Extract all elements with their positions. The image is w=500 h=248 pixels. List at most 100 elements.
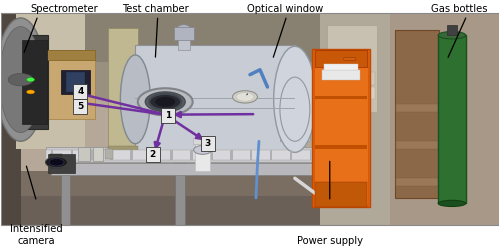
FancyBboxPatch shape — [310, 150, 312, 160]
Text: Spectrometer: Spectrometer — [30, 4, 98, 14]
Circle shape — [49, 158, 64, 166]
FancyBboxPatch shape — [330, 150, 332, 160]
FancyBboxPatch shape — [0, 13, 500, 99]
FancyBboxPatch shape — [330, 72, 374, 85]
FancyBboxPatch shape — [66, 72, 86, 92]
FancyBboxPatch shape — [330, 87, 374, 99]
Ellipse shape — [0, 18, 46, 141]
FancyBboxPatch shape — [396, 104, 438, 112]
FancyBboxPatch shape — [93, 147, 103, 161]
FancyBboxPatch shape — [438, 35, 466, 203]
FancyBboxPatch shape — [174, 27, 194, 40]
FancyBboxPatch shape — [60, 161, 70, 225]
Circle shape — [236, 93, 254, 101]
FancyBboxPatch shape — [46, 150, 335, 160]
FancyBboxPatch shape — [210, 150, 212, 160]
FancyBboxPatch shape — [0, 195, 500, 225]
FancyBboxPatch shape — [230, 150, 232, 160]
FancyBboxPatch shape — [170, 150, 172, 160]
FancyBboxPatch shape — [22, 40, 46, 124]
FancyBboxPatch shape — [78, 147, 90, 161]
Text: Gas bottles: Gas bottles — [431, 4, 488, 14]
FancyBboxPatch shape — [314, 50, 368, 205]
FancyBboxPatch shape — [0, 13, 500, 62]
FancyBboxPatch shape — [0, 171, 500, 225]
FancyBboxPatch shape — [16, 13, 86, 149]
FancyBboxPatch shape — [192, 138, 212, 144]
FancyBboxPatch shape — [136, 98, 295, 99]
FancyBboxPatch shape — [50, 150, 53, 160]
FancyBboxPatch shape — [60, 70, 90, 94]
FancyBboxPatch shape — [0, 13, 500, 225]
FancyBboxPatch shape — [270, 150, 272, 160]
Text: Power supply: Power supply — [297, 236, 363, 246]
FancyBboxPatch shape — [108, 28, 138, 154]
FancyBboxPatch shape — [396, 178, 438, 186]
FancyBboxPatch shape — [340, 55, 359, 70]
Circle shape — [232, 91, 258, 103]
Circle shape — [26, 78, 34, 82]
FancyBboxPatch shape — [136, 108, 295, 109]
FancyBboxPatch shape — [146, 147, 160, 162]
Ellipse shape — [438, 200, 466, 207]
FancyBboxPatch shape — [290, 150, 292, 160]
FancyBboxPatch shape — [48, 154, 76, 173]
FancyBboxPatch shape — [50, 163, 325, 175]
Circle shape — [138, 88, 192, 115]
FancyBboxPatch shape — [160, 108, 174, 123]
FancyBboxPatch shape — [250, 150, 252, 160]
FancyBboxPatch shape — [50, 154, 62, 168]
FancyBboxPatch shape — [46, 147, 335, 162]
FancyBboxPatch shape — [0, 13, 20, 225]
FancyBboxPatch shape — [108, 146, 138, 154]
FancyBboxPatch shape — [74, 99, 88, 114]
Ellipse shape — [438, 31, 466, 39]
Text: Test chamber: Test chamber — [122, 4, 188, 14]
Text: 2: 2 — [150, 150, 156, 159]
FancyBboxPatch shape — [320, 13, 394, 225]
FancyBboxPatch shape — [322, 70, 360, 80]
Text: Intensified
camera: Intensified camera — [10, 224, 63, 246]
FancyBboxPatch shape — [136, 45, 295, 151]
FancyBboxPatch shape — [344, 58, 355, 60]
Ellipse shape — [0, 27, 42, 133]
FancyBboxPatch shape — [328, 25, 377, 112]
FancyBboxPatch shape — [394, 30, 440, 198]
FancyBboxPatch shape — [20, 35, 48, 129]
FancyBboxPatch shape — [74, 84, 88, 99]
FancyBboxPatch shape — [106, 149, 113, 158]
Text: 5: 5 — [78, 102, 84, 111]
FancyBboxPatch shape — [315, 50, 367, 67]
Text: 1: 1 — [164, 111, 171, 120]
Ellipse shape — [280, 77, 310, 141]
FancyBboxPatch shape — [396, 141, 438, 149]
FancyBboxPatch shape — [90, 150, 93, 160]
FancyBboxPatch shape — [110, 150, 113, 160]
FancyBboxPatch shape — [315, 96, 367, 99]
Circle shape — [46, 157, 68, 168]
Circle shape — [150, 94, 181, 110]
FancyBboxPatch shape — [130, 150, 133, 160]
FancyBboxPatch shape — [312, 49, 370, 207]
FancyBboxPatch shape — [46, 50, 96, 60]
FancyBboxPatch shape — [46, 50, 96, 119]
FancyBboxPatch shape — [195, 141, 210, 171]
FancyBboxPatch shape — [315, 182, 367, 207]
FancyBboxPatch shape — [178, 28, 190, 50]
Text: Optical window: Optical window — [247, 4, 323, 14]
FancyBboxPatch shape — [280, 77, 310, 141]
FancyBboxPatch shape — [190, 150, 192, 160]
FancyBboxPatch shape — [324, 63, 358, 70]
Circle shape — [156, 97, 175, 107]
Ellipse shape — [274, 46, 316, 152]
FancyBboxPatch shape — [175, 161, 185, 225]
Ellipse shape — [178, 25, 190, 31]
Circle shape — [146, 92, 185, 112]
Circle shape — [8, 73, 33, 86]
FancyBboxPatch shape — [315, 145, 367, 149]
FancyBboxPatch shape — [150, 150, 153, 160]
FancyBboxPatch shape — [70, 150, 73, 160]
FancyBboxPatch shape — [447, 25, 457, 35]
Ellipse shape — [120, 55, 150, 144]
Text: 3: 3 — [204, 139, 210, 148]
